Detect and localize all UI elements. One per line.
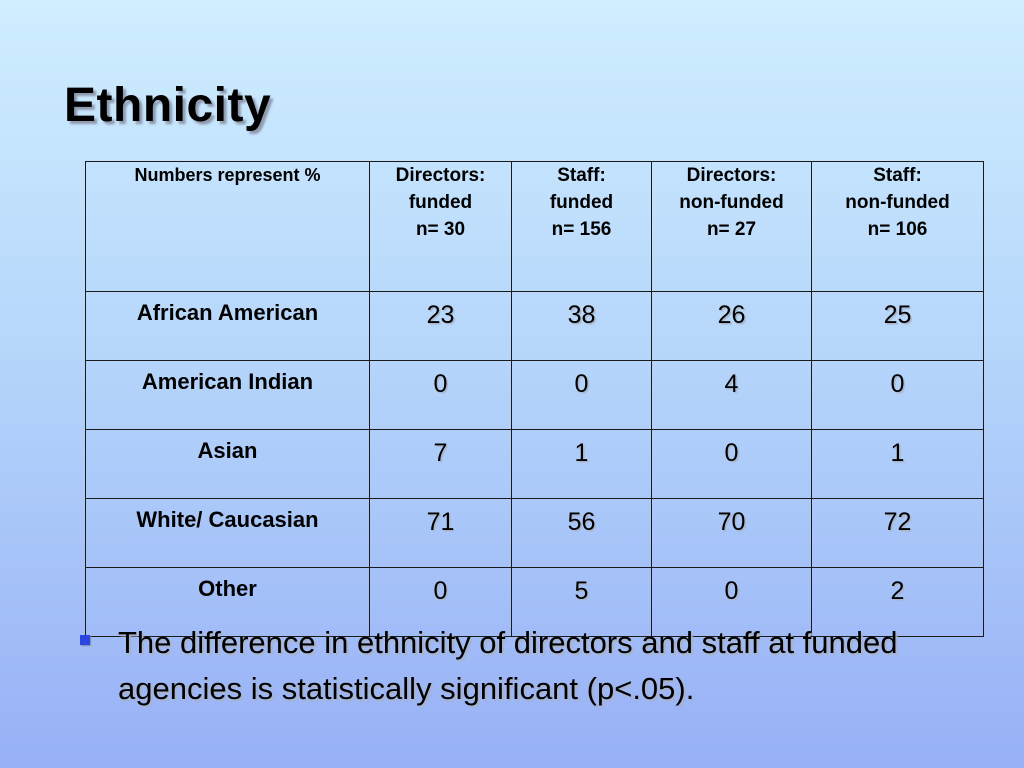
bullet-list: The difference in ethnicity of directors… [80, 620, 940, 712]
column-header-line: funded [549, 192, 614, 213]
column-header-line: Staff: [557, 165, 606, 186]
table-cell: 23 [369, 291, 512, 361]
table-cell: 4 [651, 360, 812, 430]
slide-title: Ethnicity [64, 79, 272, 132]
column-header-line: n= 27 [706, 219, 757, 240]
column-header-directors-funded: Directors: funded n= 30 [369, 161, 512, 292]
table-cell: 72 [811, 498, 984, 568]
table-row: White/ Caucasian 71 56 70 72 [85, 498, 984, 568]
table-row: Asian 7 1 0 1 [85, 429, 984, 499]
row-label: Other [85, 567, 370, 637]
ethnicity-table: Numbers represent % Directors: funded n=… [85, 161, 984, 637]
table-cell: 2 [811, 567, 984, 637]
column-header-line: non-funded [679, 192, 784, 213]
table-cell: 0 [651, 429, 812, 499]
row-label: African American [85, 291, 370, 361]
table-cell: 0 [511, 360, 652, 430]
table-cell: 71 [369, 498, 512, 568]
column-header-line: funded [408, 192, 473, 213]
table-cell: 0 [369, 567, 512, 637]
table-cell: 0 [369, 360, 512, 430]
table-cell: 0 [811, 360, 984, 430]
bullet-text: The difference in ethnicity of directors… [118, 625, 898, 706]
column-header-line: n= 30 [415, 219, 466, 240]
table-cell: 25 [811, 291, 984, 361]
column-header-directors-non-funded: Directors: non-funded n= 27 [651, 161, 812, 292]
row-label: White/ Caucasian [85, 498, 370, 568]
column-header-line: Directors: [395, 165, 486, 186]
table-cell: 38 [511, 291, 652, 361]
row-label: Asian [85, 429, 370, 499]
column-header-line: Directors: [686, 165, 777, 186]
table-cell: 0 [651, 567, 812, 637]
table-header-row: Numbers represent % Directors: funded n=… [85, 161, 984, 292]
table-cell: 56 [511, 498, 652, 568]
table-cell: 1 [811, 429, 984, 499]
table-cell: 1 [511, 429, 652, 499]
row-label: American Indian [85, 360, 370, 430]
square-bullet-icon [80, 635, 90, 645]
table-cell: 7 [369, 429, 512, 499]
column-header-line: n= 156 [551, 219, 612, 240]
column-header-line: non-funded [845, 192, 950, 213]
column-header-line: Staff: [873, 165, 922, 186]
column-header-line: n= 106 [867, 219, 928, 240]
table-cell: 70 [651, 498, 812, 568]
table-row: African American 23 38 26 25 [85, 291, 984, 361]
table-row: American Indian 0 0 4 0 [85, 360, 984, 430]
column-header-staff-non-funded: Staff: non-funded n= 106 [811, 161, 984, 292]
table-corner-label: Numbers represent % [85, 161, 370, 292]
table-cell: 26 [651, 291, 812, 361]
table-row: Other 0 5 0 2 [85, 567, 984, 637]
column-header-staff-funded: Staff: funded n= 156 [511, 161, 652, 292]
